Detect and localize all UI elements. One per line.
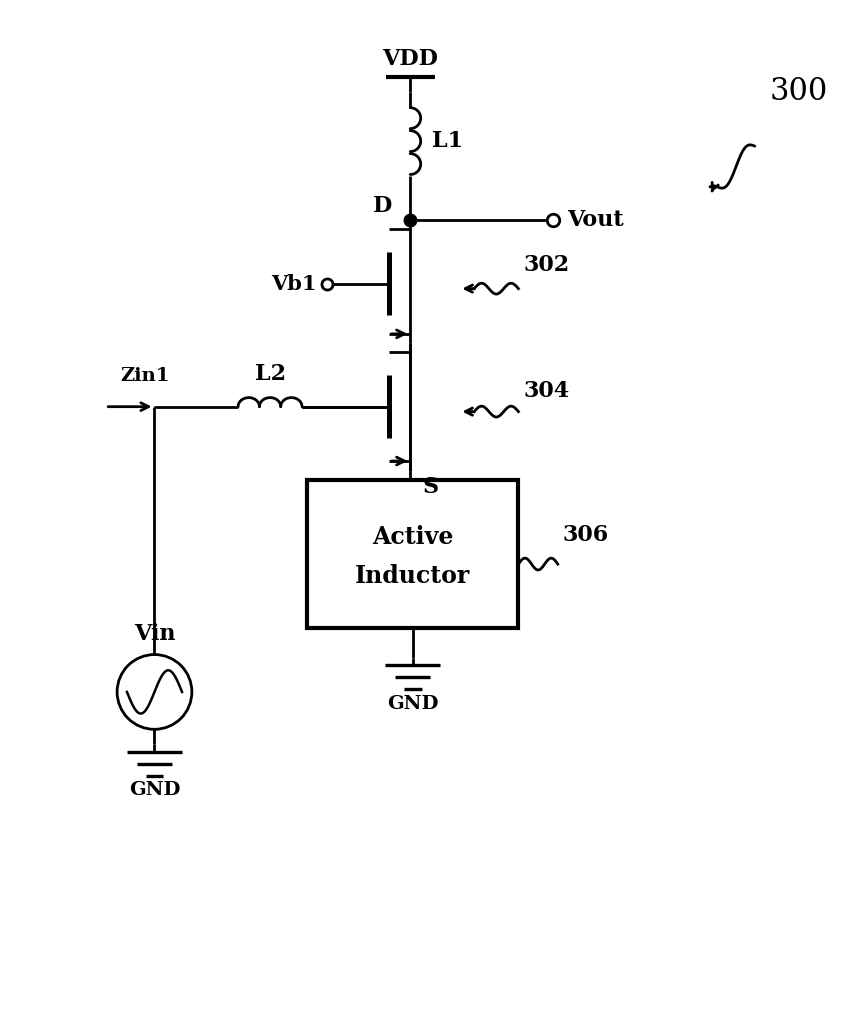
Text: Vin: Vin: [134, 623, 175, 645]
Text: 302: 302: [523, 254, 570, 276]
Text: S: S: [422, 476, 438, 497]
Text: 304: 304: [523, 380, 570, 402]
Bar: [307, 480, 519, 628]
Text: Zin1: Zin1: [120, 367, 170, 385]
Text: L1: L1: [432, 130, 463, 152]
Text: 306: 306: [563, 524, 609, 545]
Text: Active: Active: [372, 525, 453, 548]
Text: L2: L2: [255, 363, 285, 385]
Text: Vout: Vout: [568, 209, 624, 230]
Text: Inductor: Inductor: [355, 564, 470, 588]
Text: Vb1: Vb1: [272, 274, 317, 293]
Text: 300: 300: [769, 76, 828, 108]
Text: GND: GND: [387, 695, 438, 713]
Text: D: D: [374, 195, 392, 217]
Text: GND: GND: [129, 782, 180, 800]
Text: VDD: VDD: [382, 49, 438, 70]
